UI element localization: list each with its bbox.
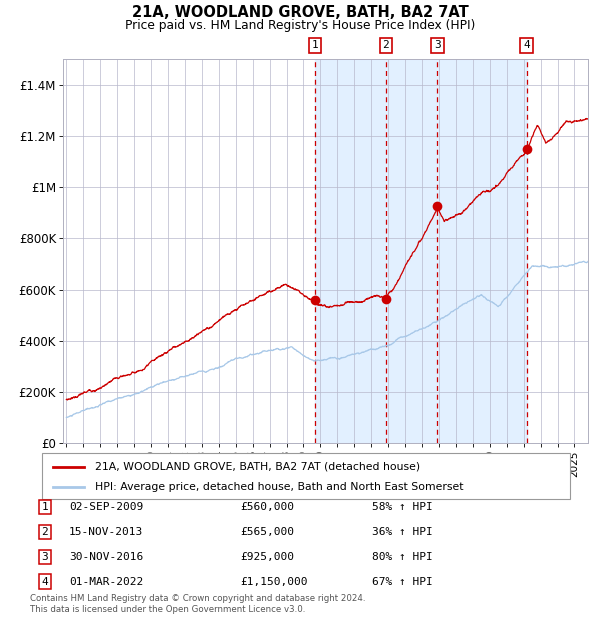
Text: 30-NOV-2016: 30-NOV-2016 [69, 552, 143, 562]
FancyBboxPatch shape [42, 453, 570, 499]
Text: This data is licensed under the Open Government Licence v3.0.: This data is licensed under the Open Gov… [30, 604, 305, 614]
Text: 21A, WOODLAND GROVE, BATH, BA2 7AT (detached house): 21A, WOODLAND GROVE, BATH, BA2 7AT (deta… [95, 461, 420, 472]
Text: 58% ↑ HPI: 58% ↑ HPI [372, 502, 433, 512]
Text: 36% ↑ HPI: 36% ↑ HPI [372, 527, 433, 537]
Text: 15-NOV-2013: 15-NOV-2013 [69, 527, 143, 537]
Text: 4: 4 [41, 577, 49, 587]
Text: Contains HM Land Registry data © Crown copyright and database right 2024.: Contains HM Land Registry data © Crown c… [30, 593, 365, 603]
Text: 2: 2 [383, 40, 389, 50]
Text: 67% ↑ HPI: 67% ↑ HPI [372, 577, 433, 587]
Text: 01-MAR-2022: 01-MAR-2022 [69, 577, 143, 587]
Text: £925,000: £925,000 [240, 552, 294, 562]
Text: 3: 3 [41, 552, 49, 562]
Text: 1: 1 [311, 40, 318, 50]
Text: 02-SEP-2009: 02-SEP-2009 [69, 502, 143, 512]
Text: 3: 3 [434, 40, 441, 50]
Text: HPI: Average price, detached house, Bath and North East Somerset: HPI: Average price, detached house, Bath… [95, 482, 463, 492]
Text: £560,000: £560,000 [240, 502, 294, 512]
Text: £565,000: £565,000 [240, 527, 294, 537]
Text: 80% ↑ HPI: 80% ↑ HPI [372, 552, 433, 562]
Bar [315, 59, 527, 443]
Text: Price paid vs. HM Land Registry's House Price Index (HPI): Price paid vs. HM Land Registry's House … [125, 19, 475, 32]
Text: 21A, WOODLAND GROVE, BATH, BA2 7AT: 21A, WOODLAND GROVE, BATH, BA2 7AT [131, 5, 469, 20]
Text: 2: 2 [41, 527, 49, 537]
Text: 1: 1 [41, 502, 49, 512]
Text: £1,150,000: £1,150,000 [240, 577, 308, 587]
Text: 4: 4 [523, 40, 530, 50]
